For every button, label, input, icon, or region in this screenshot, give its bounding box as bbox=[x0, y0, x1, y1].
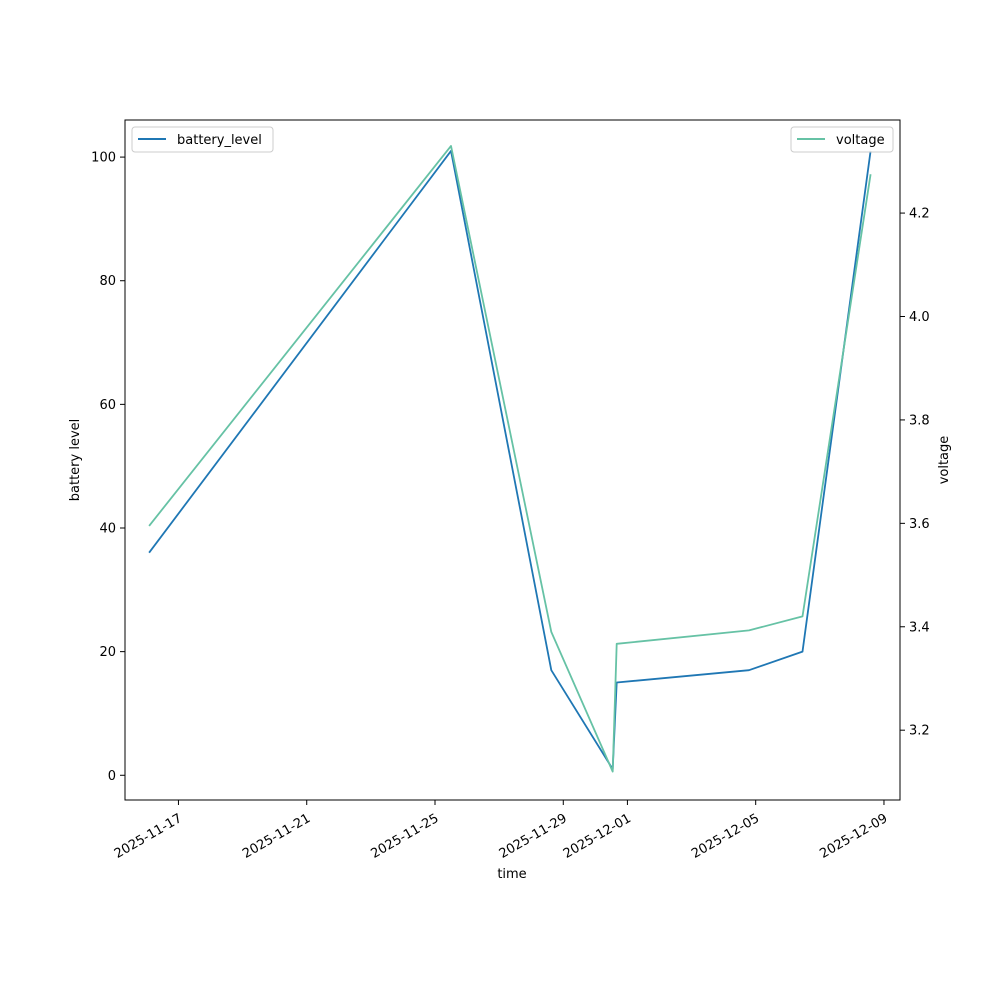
legend-right: voltage bbox=[790, 126, 894, 153]
legend-left: battery_level bbox=[131, 126, 274, 153]
left-y-tick-label: 80 bbox=[99, 274, 116, 289]
left-y-tick-label: 0 bbox=[108, 769, 116, 784]
right-y-tick-label: 3.2 bbox=[909, 724, 930, 739]
left-y-axis-ticks: 0 20 40 60 80 100 bbox=[91, 151, 125, 784]
legend-left-box bbox=[131, 126, 274, 153]
left-y-tick-label: 40 bbox=[99, 522, 116, 537]
plot-series bbox=[148, 144, 872, 773]
left-y-tick-label: 100 bbox=[91, 151, 116, 166]
right-y-tick-label: 3.8 bbox=[909, 413, 930, 428]
right-y-tick-label: 4.2 bbox=[909, 207, 930, 222]
left-y-axis-label: battery level bbox=[68, 419, 83, 502]
right-y-tick-label: 3.6 bbox=[909, 517, 930, 532]
right-y-tick-label: 4.0 bbox=[909, 310, 930, 325]
series-line-voltage bbox=[148, 144, 872, 773]
x-axis-label: time bbox=[497, 867, 526, 882]
legend-left-label: battery_level bbox=[177, 133, 262, 148]
left-y-tick-label: 20 bbox=[99, 645, 116, 660]
left-y-tick-label: 60 bbox=[99, 398, 116, 413]
legend-right-label: voltage bbox=[836, 133, 885, 148]
right-y-axis-ticks: 3.2 3.4 3.6 3.8 4.0 4.2 bbox=[900, 207, 930, 739]
right-y-axis-label: voltage bbox=[937, 436, 952, 485]
legend-right-box bbox=[790, 126, 894, 153]
right-y-tick-label: 3.4 bbox=[909, 620, 930, 635]
plot-area-frame bbox=[124, 119, 901, 801]
